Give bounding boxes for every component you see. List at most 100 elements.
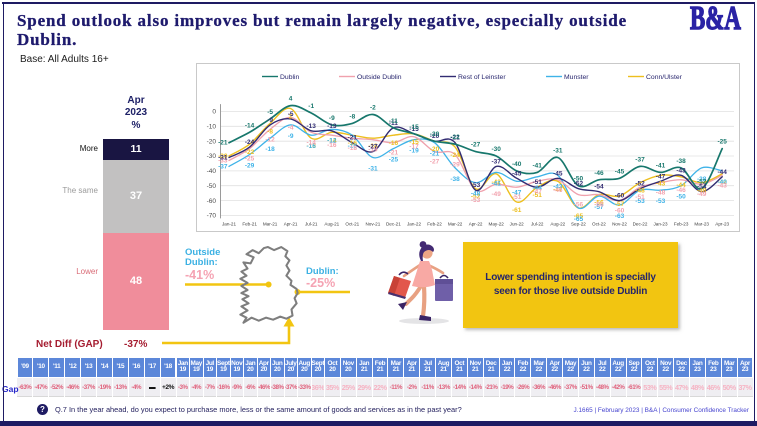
svg-text:-21: -21 xyxy=(450,135,460,142)
svg-text:-31: -31 xyxy=(368,166,378,173)
svg-text:Sep-22: Sep-22 xyxy=(571,222,586,227)
svg-text:-50: -50 xyxy=(676,194,686,201)
svg-text:Apr-21: Apr-21 xyxy=(284,222,298,227)
svg-text:-47: -47 xyxy=(553,186,563,193)
svg-text:-53: -53 xyxy=(656,198,666,205)
svg-text:-42: -42 xyxy=(717,179,727,186)
svg-text:-10: -10 xyxy=(207,124,217,131)
svg-text:Nov-22: Nov-22 xyxy=(612,222,627,227)
svg-text:-46: -46 xyxy=(676,187,686,194)
svg-text:-45: -45 xyxy=(615,168,625,175)
svg-text:Jan-21: Jan-21 xyxy=(222,222,236,227)
svg-text:-70: -70 xyxy=(207,213,217,220)
svg-text:-20: -20 xyxy=(207,138,217,145)
svg-text:Oct-21: Oct-21 xyxy=(345,222,359,227)
svg-text:-31: -31 xyxy=(218,155,228,162)
svg-text:-48: -48 xyxy=(635,188,645,195)
svg-text:-41: -41 xyxy=(656,162,666,169)
svg-text:-21: -21 xyxy=(430,151,440,158)
svg-text:-50: -50 xyxy=(207,183,217,190)
svg-text:-37: -37 xyxy=(635,156,645,163)
svg-text:-56: -56 xyxy=(594,202,604,209)
svg-text:-38: -38 xyxy=(676,158,686,165)
svg-text:-15: -15 xyxy=(409,124,419,131)
svg-text:-8: -8 xyxy=(349,113,355,120)
svg-text:-19: -19 xyxy=(409,148,419,155)
svg-text:-18: -18 xyxy=(265,146,275,153)
svg-text:-37: -37 xyxy=(218,163,228,170)
svg-text:-14: -14 xyxy=(306,139,316,146)
svg-text:-40: -40 xyxy=(512,161,522,168)
svg-text:-18: -18 xyxy=(368,143,378,150)
svg-text:Mar-22: Mar-22 xyxy=(448,222,463,227)
svg-text:Dec-21: Dec-21 xyxy=(386,222,401,227)
svg-text:-13: -13 xyxy=(306,123,316,130)
svg-text:0: 0 xyxy=(212,109,216,116)
svg-text:-22: -22 xyxy=(450,134,460,141)
svg-text:-14: -14 xyxy=(245,122,255,129)
svg-text:-52: -52 xyxy=(697,179,707,186)
svg-text:-30: -30 xyxy=(207,153,217,160)
svg-text:Jan-22: Jan-22 xyxy=(407,222,421,227)
svg-text:-52: -52 xyxy=(635,181,645,188)
svg-text:Outside Dublin: Outside Dublin xyxy=(357,74,402,81)
svg-text:-63: -63 xyxy=(615,213,625,220)
svg-text:-54: -54 xyxy=(697,184,707,191)
svg-text:-60: -60 xyxy=(207,198,217,205)
svg-text:-47: -47 xyxy=(656,173,666,180)
svg-text:-1: -1 xyxy=(308,103,314,110)
svg-text:-30: -30 xyxy=(218,153,228,160)
svg-text:-53: -53 xyxy=(471,197,481,204)
svg-text:-44: -44 xyxy=(717,169,727,176)
svg-text:Mar-23: Mar-23 xyxy=(694,222,709,227)
svg-text:-22: -22 xyxy=(245,149,255,156)
svg-text:-56: -56 xyxy=(574,202,584,209)
svg-text:-21: -21 xyxy=(348,135,358,142)
svg-text:-31: -31 xyxy=(553,148,563,155)
svg-text:Jan-23: Jan-23 xyxy=(653,222,667,227)
svg-text:-15: -15 xyxy=(409,126,419,133)
svg-text:-41: -41 xyxy=(491,180,501,187)
svg-text:-40: -40 xyxy=(207,168,217,175)
svg-text:-27: -27 xyxy=(471,142,481,149)
svg-text:-25: -25 xyxy=(245,156,255,163)
svg-text:-24: -24 xyxy=(245,139,255,146)
svg-text:-57: -57 xyxy=(615,201,625,208)
svg-text:Apr-22: Apr-22 xyxy=(469,222,483,227)
svg-text:-50: -50 xyxy=(574,176,584,183)
svg-text:Aug-22: Aug-22 xyxy=(550,222,565,227)
svg-text:-13: -13 xyxy=(327,123,337,130)
svg-text:-14: -14 xyxy=(327,137,337,144)
svg-text:Dublin: Dublin xyxy=(280,74,299,81)
svg-text:-44: -44 xyxy=(676,182,686,189)
svg-text:-16: -16 xyxy=(348,140,358,147)
svg-text:-46: -46 xyxy=(553,187,563,194)
svg-text:-33: -33 xyxy=(218,158,228,165)
svg-text:-15: -15 xyxy=(409,139,419,146)
svg-text:-53: -53 xyxy=(635,198,645,205)
svg-text:-38: -38 xyxy=(450,176,460,183)
svg-text:-8: -8 xyxy=(267,128,273,135)
svg-text:-27: -27 xyxy=(368,144,378,151)
svg-text:-65: -65 xyxy=(574,213,584,220)
svg-text:-19: -19 xyxy=(368,147,378,154)
svg-text:Apr-23: Apr-23 xyxy=(715,222,729,227)
svg-text:Feb-21: Feb-21 xyxy=(242,222,257,227)
svg-text:Jul-21: Jul-21 xyxy=(305,222,318,227)
svg-text:-20: -20 xyxy=(430,146,440,153)
svg-text:-2: -2 xyxy=(370,105,376,112)
svg-text:-29: -29 xyxy=(245,163,255,170)
svg-text:-37: -37 xyxy=(491,158,501,165)
svg-text:-51: -51 xyxy=(532,179,542,186)
svg-text:-12: -12 xyxy=(265,136,275,143)
svg-text:-25: -25 xyxy=(717,139,727,146)
svg-text:May-22: May-22 xyxy=(489,222,505,227)
svg-text:-49: -49 xyxy=(491,191,501,198)
svg-text:-4: -4 xyxy=(288,124,294,131)
svg-text:-24: -24 xyxy=(450,152,460,159)
svg-text:-16: -16 xyxy=(348,143,358,150)
svg-text:-18: -18 xyxy=(306,143,316,150)
svg-text:2: 2 xyxy=(289,114,293,121)
svg-text:-43: -43 xyxy=(676,167,686,174)
svg-text:-47: -47 xyxy=(512,189,522,196)
